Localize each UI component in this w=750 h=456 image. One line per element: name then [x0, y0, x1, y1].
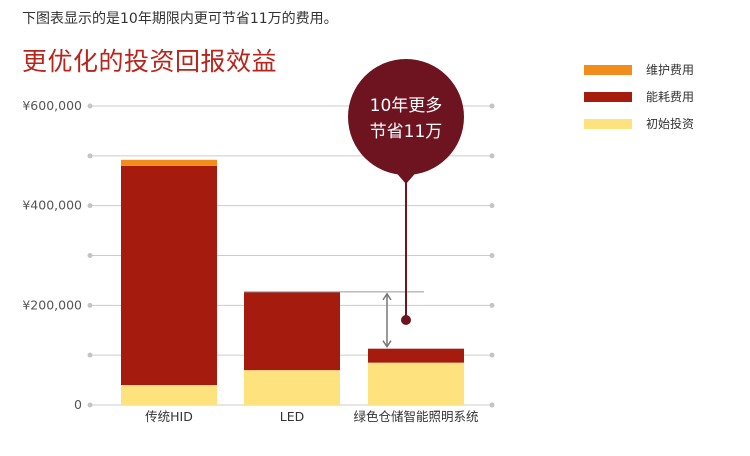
intro-text: 下图表显示的是10年期限内更可节省11万的费用。 [22, 11, 338, 27]
x-tick-label: LED [280, 409, 305, 424]
savings-arrowhead-top [382, 292, 392, 301]
callout-text-line1: 10年更多 [370, 96, 443, 116]
chart-title: 更优化的投资回报效益 [22, 47, 278, 76]
gridline-dot-right [489, 402, 495, 408]
legend-swatch-initial [584, 119, 632, 129]
bar-segment-initial [121, 385, 217, 405]
y-tick-label: ¥200,000 [22, 297, 82, 312]
gridline-dot-left [87, 103, 93, 109]
y-tick-label: ¥600,000 [22, 98, 82, 113]
legend-label-energy: 能耗费用 [646, 90, 695, 104]
gridline-dot-left [87, 253, 93, 258]
gridline-dot-right [489, 352, 495, 358]
gridline-dot-left [87, 352, 93, 358]
gridline-dot-right [489, 203, 495, 209]
callout-bubble [348, 59, 464, 175]
legend-swatch-energy [584, 92, 632, 102]
gridline-dot-left [87, 153, 93, 159]
legend-swatch-maintenance [584, 65, 632, 75]
legend-label-initial: 初始投资 [646, 117, 695, 131]
y-tick-label: 0 [74, 397, 82, 412]
bar-segment-initial [244, 370, 340, 405]
bar-segment-energy [121, 165, 217, 386]
gridline-dot-right [489, 253, 495, 258]
bar-segment-maintenance [121, 159, 217, 166]
y-tick-label: ¥400,000 [22, 198, 82, 213]
gridline-dot-right [489, 302, 495, 308]
gridline-dot-right [489, 103, 495, 109]
gridline-dot-left [87, 203, 93, 209]
bar-segment-initial [368, 362, 464, 405]
gridline-dot-right [489, 153, 495, 159]
bar-segment-energy [368, 348, 464, 363]
gridline-dot-left [87, 302, 93, 308]
gridline-dot-left [87, 402, 93, 408]
x-tick-label: 传统HID [145, 409, 193, 424]
savings-arrowhead-bottom [382, 340, 392, 349]
legend-label-maintenance: 维护费用 [646, 63, 695, 77]
callout-text-line2: 节省11万 [370, 122, 443, 142]
bar-segment-energy [244, 291, 340, 371]
callout-pointer-dot [401, 315, 411, 325]
x-tick-label: 绿色仓储智能照明系统 [353, 409, 478, 424]
